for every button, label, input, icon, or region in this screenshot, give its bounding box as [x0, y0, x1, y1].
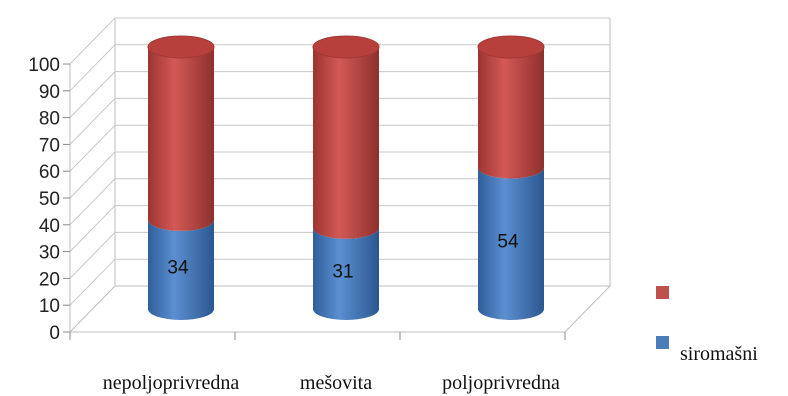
gridline: [69, 17, 610, 65]
y-tick-label: 90: [39, 82, 60, 103]
gridline: [69, 231, 610, 279]
y-tick-label: 80: [39, 109, 60, 130]
gridlines: [69, 17, 610, 306]
y-tick-label: 100: [28, 55, 60, 76]
legend-swatch-other: [656, 286, 669, 299]
bar-top-cap: [312, 35, 380, 59]
gridline: [69, 178, 610, 226]
bars: 34 31 54: [147, 35, 545, 320]
gridline: [69, 151, 610, 199]
gridline: [69, 71, 610, 118]
bar-other: [313, 47, 379, 239]
data-label: 54: [497, 231, 519, 252]
bar-siromasni: [313, 227, 379, 320]
legend: siromašni: [656, 286, 758, 365]
y-tick-label: 50: [39, 189, 60, 210]
gridline: [69, 124, 610, 172]
y-tick-label: 0: [49, 323, 60, 344]
y-tick-label: 30: [39, 243, 60, 264]
bar-top-cap: [147, 35, 215, 59]
gridline: [69, 44, 610, 92]
y-tick-label: 40: [39, 216, 60, 237]
y-tick-label: 70: [39, 135, 60, 156]
bar-top-cap: [477, 35, 545, 59]
y-tick-label: 10: [39, 296, 60, 317]
x-tick-label: poljoprivredna: [442, 372, 560, 394]
bar-other: [478, 47, 544, 179]
legend-swatch-siromasni: [656, 336, 669, 349]
gridline: [69, 258, 610, 306]
gridline: [69, 205, 610, 252]
x-axis-labels: nepoljoprivredna mešovita poljoprivredna: [103, 372, 560, 394]
x-tick-label: mešovita: [300, 372, 372, 394]
x-axis-ticks: [69, 332, 566, 340]
bar-other: [148, 47, 214, 231]
data-label: 31: [332, 261, 353, 282]
bar-siromasni: [478, 167, 544, 320]
y-axis: 0 10 20 30 40 50 60 70 80 90 100: [28, 55, 70, 344]
bar-siromasni: [148, 219, 214, 320]
y-tick-label: 20: [39, 269, 60, 290]
legend-label-siromasni: siromašni: [680, 343, 758, 365]
gridline: [69, 97, 610, 145]
y-tick-label: 60: [39, 162, 60, 183]
data-label: 34: [167, 257, 189, 278]
x-tick-label: nepoljoprivredna: [103, 372, 240, 394]
